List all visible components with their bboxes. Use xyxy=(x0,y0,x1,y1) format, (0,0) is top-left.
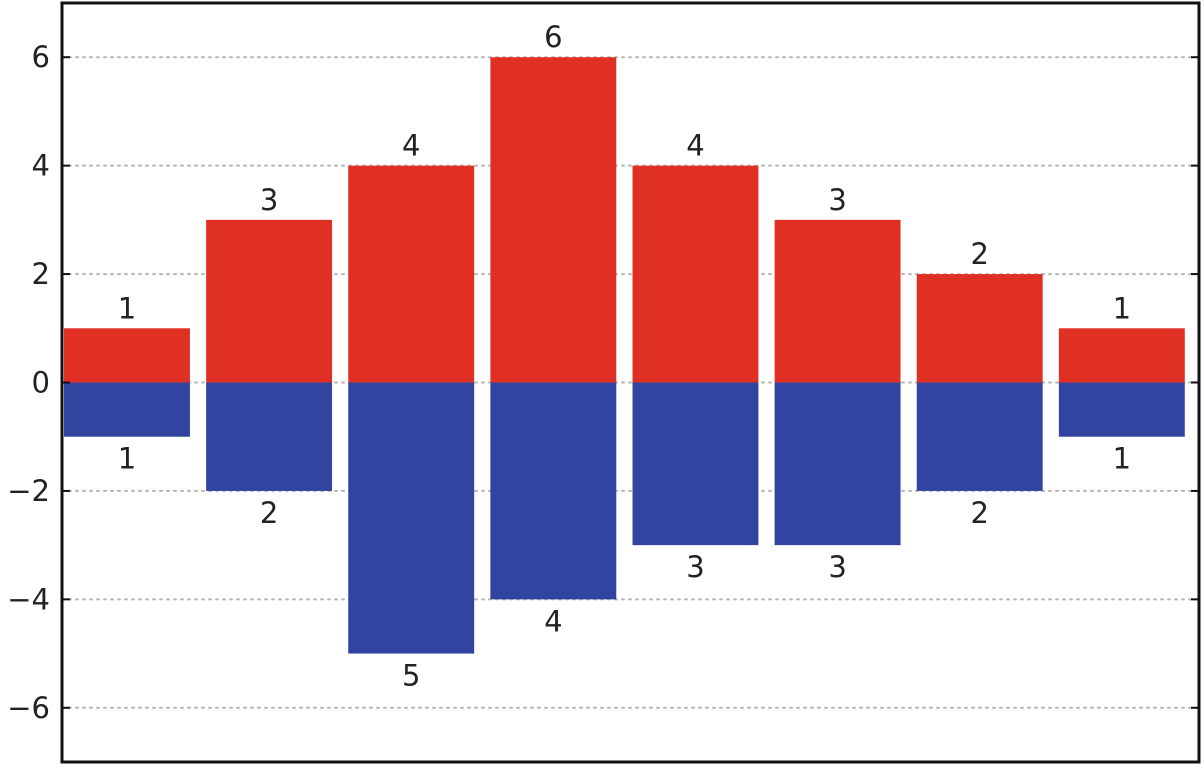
negative-value-label: 5 xyxy=(402,659,420,693)
positive-value-label: 1 xyxy=(1113,291,1131,325)
positive-value-label: 2 xyxy=(970,237,988,271)
positive-value-label: 3 xyxy=(828,183,846,217)
positive-value-label: 3 xyxy=(260,183,278,217)
negative-value-label: 4 xyxy=(544,604,562,638)
negative-bar xyxy=(206,382,333,491)
negative-bar xyxy=(916,382,1043,491)
positive-bar xyxy=(916,274,1043,383)
data-label-layer: 1 3 4 6 4 3 2 1 1 2 5 4 3 3 2 1 xyxy=(118,20,1131,692)
positive-bar xyxy=(774,219,901,383)
positive-bar xyxy=(1058,328,1185,383)
bar-layer xyxy=(64,57,1185,654)
negative-value-label: 2 xyxy=(970,496,988,530)
plot-frame xyxy=(60,1,1201,764)
negative-bar xyxy=(632,382,759,546)
positive-value-label: 6 xyxy=(544,20,562,54)
negative-bar xyxy=(774,382,901,546)
y-tick-label: 4 xyxy=(32,149,50,183)
negative-bar xyxy=(490,382,617,600)
negative-value-label: 3 xyxy=(828,550,846,584)
y-tick-label: 6 xyxy=(32,40,50,74)
negative-value-label: 2 xyxy=(260,496,278,530)
negative-bar xyxy=(348,382,475,654)
positive-bar xyxy=(490,57,617,383)
positive-bar xyxy=(206,219,333,383)
negative-value-label: 1 xyxy=(118,442,136,476)
positive-bar xyxy=(348,165,475,383)
negative-bar xyxy=(64,382,190,437)
positive-value-label: 4 xyxy=(402,129,420,163)
y-axis-ticks: 6 4 2 0 −2 −4 −6 xyxy=(7,40,1199,725)
y-tick-label: 2 xyxy=(32,257,50,291)
positive-value-label: 1 xyxy=(118,291,136,325)
y-tick-label: 0 xyxy=(32,366,50,400)
negative-value-label: 3 xyxy=(686,550,704,584)
y-tick-label: −6 xyxy=(7,691,50,725)
positive-bar xyxy=(64,328,190,383)
y-tick-label: −4 xyxy=(7,582,50,616)
y-tick-label: −2 xyxy=(7,474,50,508)
negative-value-label: 1 xyxy=(1113,442,1131,476)
positive-bar xyxy=(632,165,759,383)
negative-bar xyxy=(1058,382,1185,437)
positive-value-label: 4 xyxy=(686,129,704,163)
